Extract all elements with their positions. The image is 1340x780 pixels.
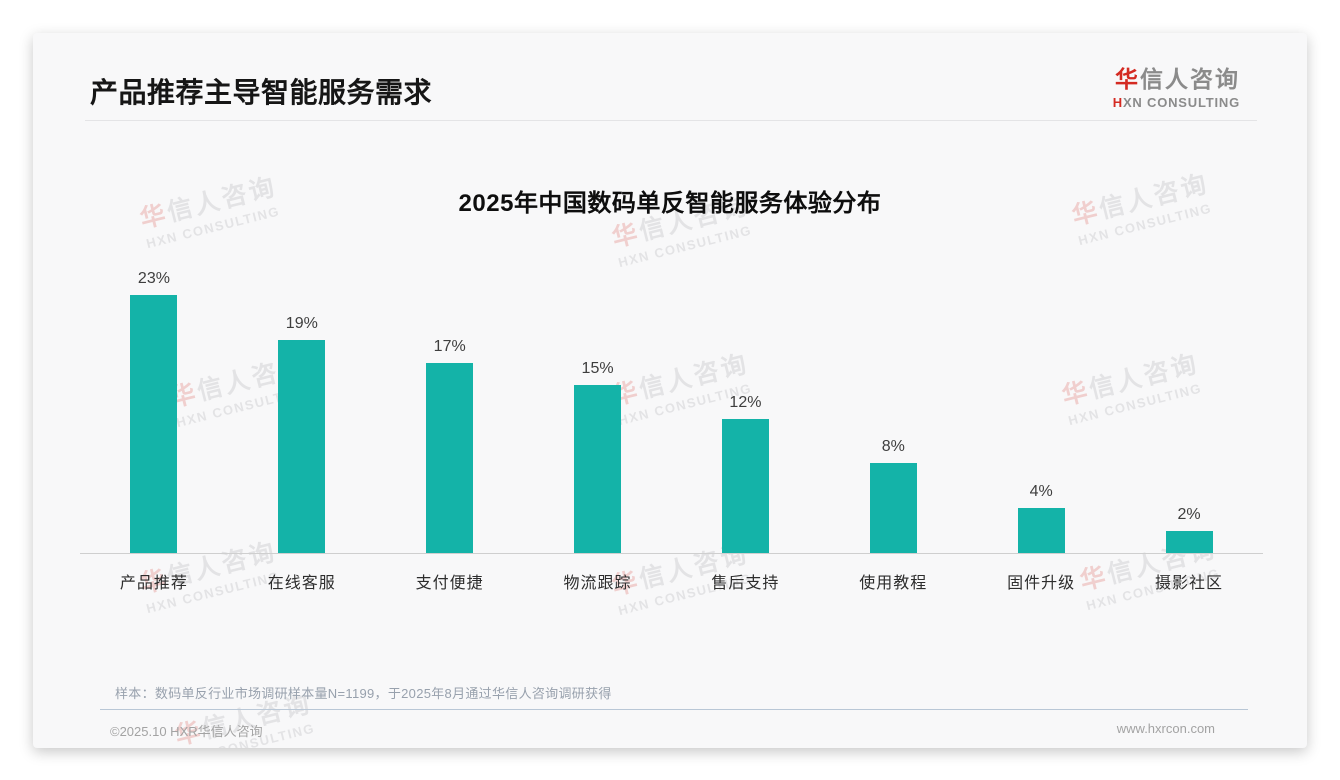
footer: ©2025.10 HXR华信人咨询 www.hxrcon.com <box>33 721 1307 740</box>
bar-slot: 12% <box>672 254 820 553</box>
category-label: 在线客服 <box>267 575 336 592</box>
header-divider <box>85 120 1257 121</box>
category-label: 摄影社区 <box>1155 575 1224 592</box>
bar-slot: 19% <box>228 254 376 553</box>
sample-footnote: 样本：数码单反行业市场调研样本量N=1199，于2025年8月通过华信人咨询调研… <box>115 686 612 701</box>
bar <box>130 295 178 553</box>
category-label: 固件升级 <box>1007 575 1076 592</box>
category-label: 物流跟踪 <box>563 575 632 592</box>
footer-copyright: ©2025.10 HXR华信人咨询 <box>110 724 263 739</box>
category-label: 支付便捷 <box>415 575 484 592</box>
bar <box>574 385 622 553</box>
x-axis-labels: 产品推荐 在线客服 支付便捷 物流跟踪 售后支持 使用教程 固件升级 摄影社区 <box>80 569 1263 593</box>
logo-en-rest: XN CONSULTING <box>1122 95 1240 110</box>
bar-slot: 8% <box>819 254 967 553</box>
category-label: 售后支持 <box>711 575 780 592</box>
bar-value-label: 17% <box>433 338 466 355</box>
bar-slot: 17% <box>376 254 524 553</box>
logo-en-accent: H <box>1112 95 1123 110</box>
bar-slot: 4% <box>967 254 1115 553</box>
bar <box>721 419 769 553</box>
bar <box>869 463 917 553</box>
logo-cn-rest: 信人咨询 <box>1140 66 1240 92</box>
plot-area: 23% 19% 17% 15% 12% <box>80 254 1263 554</box>
chart-title: 2025年中国数码单反智能服务体验分布 <box>458 190 882 217</box>
footer-divider <box>100 709 1248 710</box>
bar <box>1165 531 1213 553</box>
logo-cn-accent: 华 <box>1115 66 1140 92</box>
bar <box>278 340 326 553</box>
logo-en-text: HXN CONSULTING <box>1113 95 1240 110</box>
bar-value-label: 19% <box>285 315 318 332</box>
bar-slot: 2% <box>1115 254 1263 553</box>
category-label: 产品推荐 <box>119 575 188 592</box>
report-card: 华信人咨询 HXN CONSULTING 华信人咨询 HXN CONSULTING 华信… <box>33 33 1307 748</box>
company-logo: 华信人咨询 HXN CONSULTING <box>1113 60 1240 110</box>
bar <box>426 363 474 553</box>
logo-cn-text: 华信人咨询 <box>1113 60 1240 94</box>
bar <box>1017 508 1065 553</box>
page-title: 产品推荐主导智能服务需求 <box>90 77 433 108</box>
footer-website: www.hxrcon.com <box>1116 721 1215 736</box>
bar-value-label: 15% <box>581 360 614 377</box>
bar-slot: 23% <box>80 254 228 553</box>
bar-value-label: 8% <box>881 438 905 455</box>
bar-value-label: 2% <box>1177 506 1201 523</box>
bar-value-label: 23% <box>137 270 170 287</box>
bar-slot: 15% <box>524 254 672 553</box>
bar-value-label: 12% <box>729 394 762 411</box>
category-label: 使用教程 <box>859 575 928 592</box>
bar-value-label: 4% <box>1029 483 1053 500</box>
